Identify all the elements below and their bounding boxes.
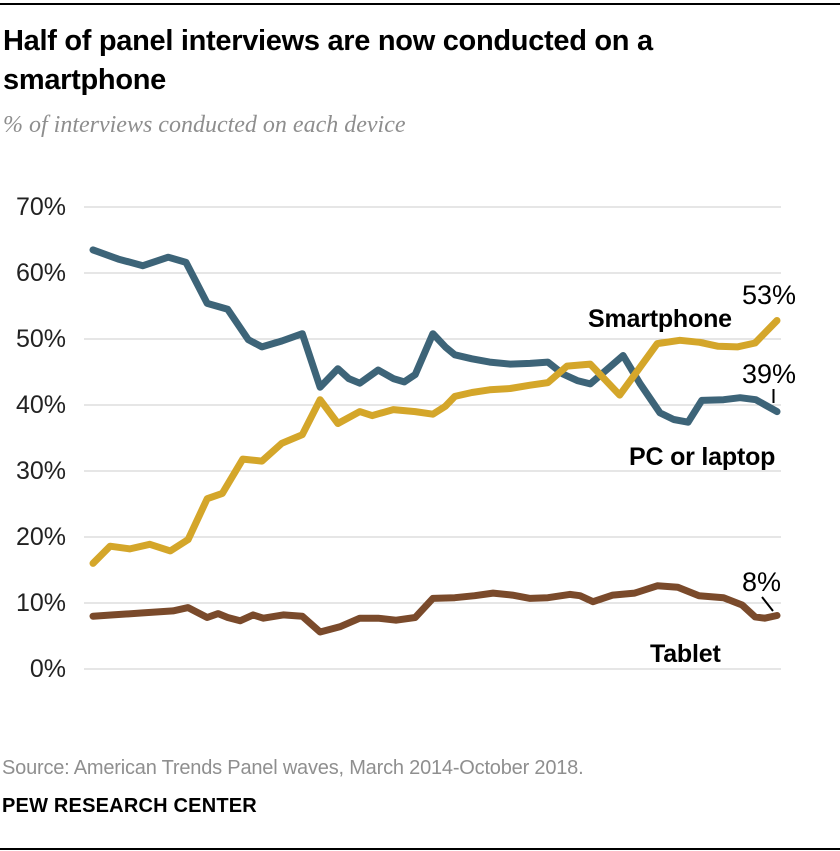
- y-axis-tick-label: 40%: [15, 391, 66, 419]
- y-axis-tick-label: 70%: [15, 193, 66, 221]
- series-label-pc-or-laptop: PC or laptop: [629, 443, 776, 471]
- series-label-tablet: Tablet: [650, 640, 721, 668]
- y-axis-tick-label: 20%: [15, 523, 66, 551]
- chart-subtitle: % of interviews conducted on each device: [3, 112, 406, 138]
- series-label-smartphone: Smartphone: [588, 305, 732, 333]
- pew-research-center-wordmark: PEW RESEARCH CENTER: [2, 795, 257, 817]
- page-title: Half of panel interviews are now conduct…: [3, 25, 653, 96]
- bottom-divider: [0, 848, 840, 850]
- series-line-pc-or-laptop: [89, 246, 781, 426]
- y-axis-tick-label: 10%: [15, 589, 66, 617]
- top-divider: [0, 3, 840, 5]
- source-note: Source: American Trends Panel waves, Mar…: [2, 757, 584, 779]
- leader-tick-8-percent: [761, 596, 774, 612]
- series-line-tablet: [89, 582, 781, 636]
- y-axis-tick-label: 0%: [29, 655, 66, 683]
- y-axis-tick-label: 60%: [15, 259, 66, 287]
- end-value-tablet: 8%: [742, 567, 782, 597]
- y-axis-tick-label: 50%: [15, 325, 66, 353]
- end-value-smartphone: 53%: [742, 280, 797, 310]
- y-axis-tick-label: 30%: [15, 457, 66, 485]
- series-line-smartphone: [89, 317, 781, 567]
- end-value-pc-or-laptop: 39%: [742, 359, 797, 389]
